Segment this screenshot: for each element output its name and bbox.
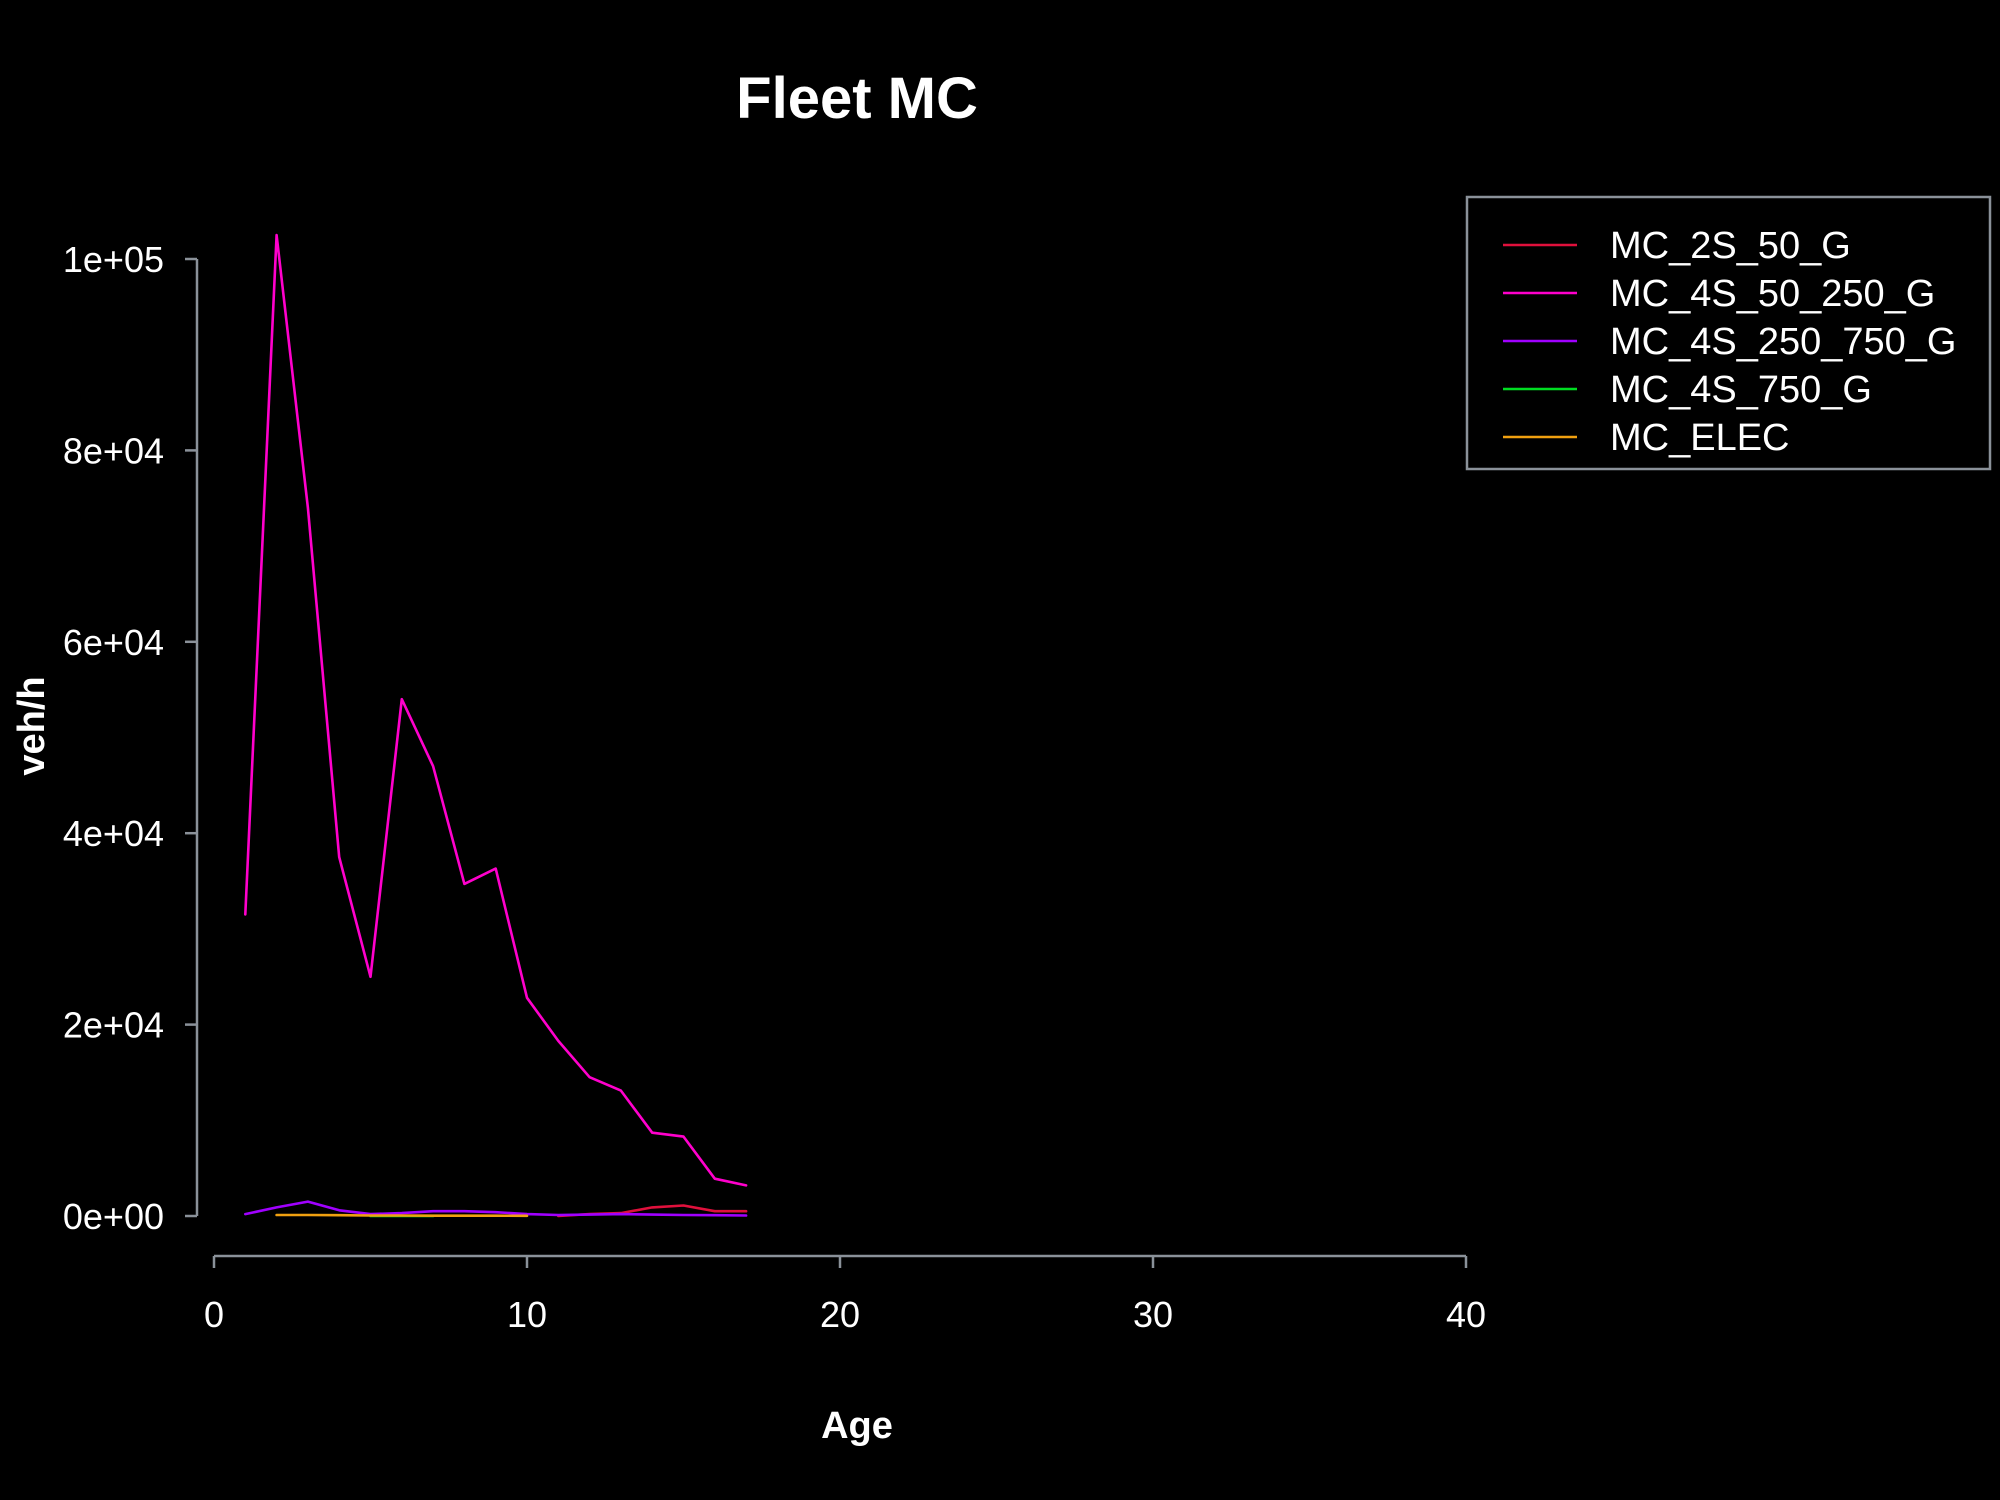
x-axis: 0 10 20 30 40 (204, 1254, 1486, 1335)
y-tick-label: 6e+04 (63, 622, 164, 663)
x-tick-label: 10 (507, 1294, 547, 1335)
y-axis-title: veh/h (11, 676, 53, 775)
y-tick-label: 4e+04 (63, 813, 164, 854)
y-tick-label: 0e+00 (63, 1196, 164, 1237)
legend-label: MC_4S_250_750_G (1610, 321, 1956, 363)
legend-label: MC_4S_750_G (1610, 369, 1872, 411)
series-line-mc-4s-250-750-g (244, 1200, 748, 1217)
y-tick-label: 8e+04 (63, 430, 164, 471)
x-tick-label: 0 (204, 1294, 224, 1335)
chart-title: Fleet MC (736, 66, 978, 131)
x-tick-label: 40 (1446, 1294, 1486, 1335)
series-line-mc-elec (275, 1213, 529, 1218)
y-tick-label: 1e+05 (63, 239, 164, 280)
x-axis-title: Age (821, 1405, 893, 1447)
y-axis: 0e+00 2e+04 4e+04 6e+04 8e+04 1e+05 (63, 239, 199, 1237)
legend-label: MC_4S_50_250_G (1610, 273, 1935, 315)
legend-box (1465, 195, 1992, 471)
plot-lines (244, 233, 748, 1218)
y-tick-label: 2e+04 (63, 1005, 164, 1046)
legend-label: MC_2S_50_G (1610, 225, 1851, 267)
legend: MC_2S_50_G MC_4S_50_250_G MC_4S_250_750_G M… (1465, 195, 1992, 471)
legend-label: MC_ELEC (1610, 417, 1790, 459)
x-tick-label: 20 (820, 1294, 860, 1335)
series-line-mc-4s-50-250-g (244, 233, 748, 1187)
x-tick-label: 30 (1133, 1294, 1173, 1335)
